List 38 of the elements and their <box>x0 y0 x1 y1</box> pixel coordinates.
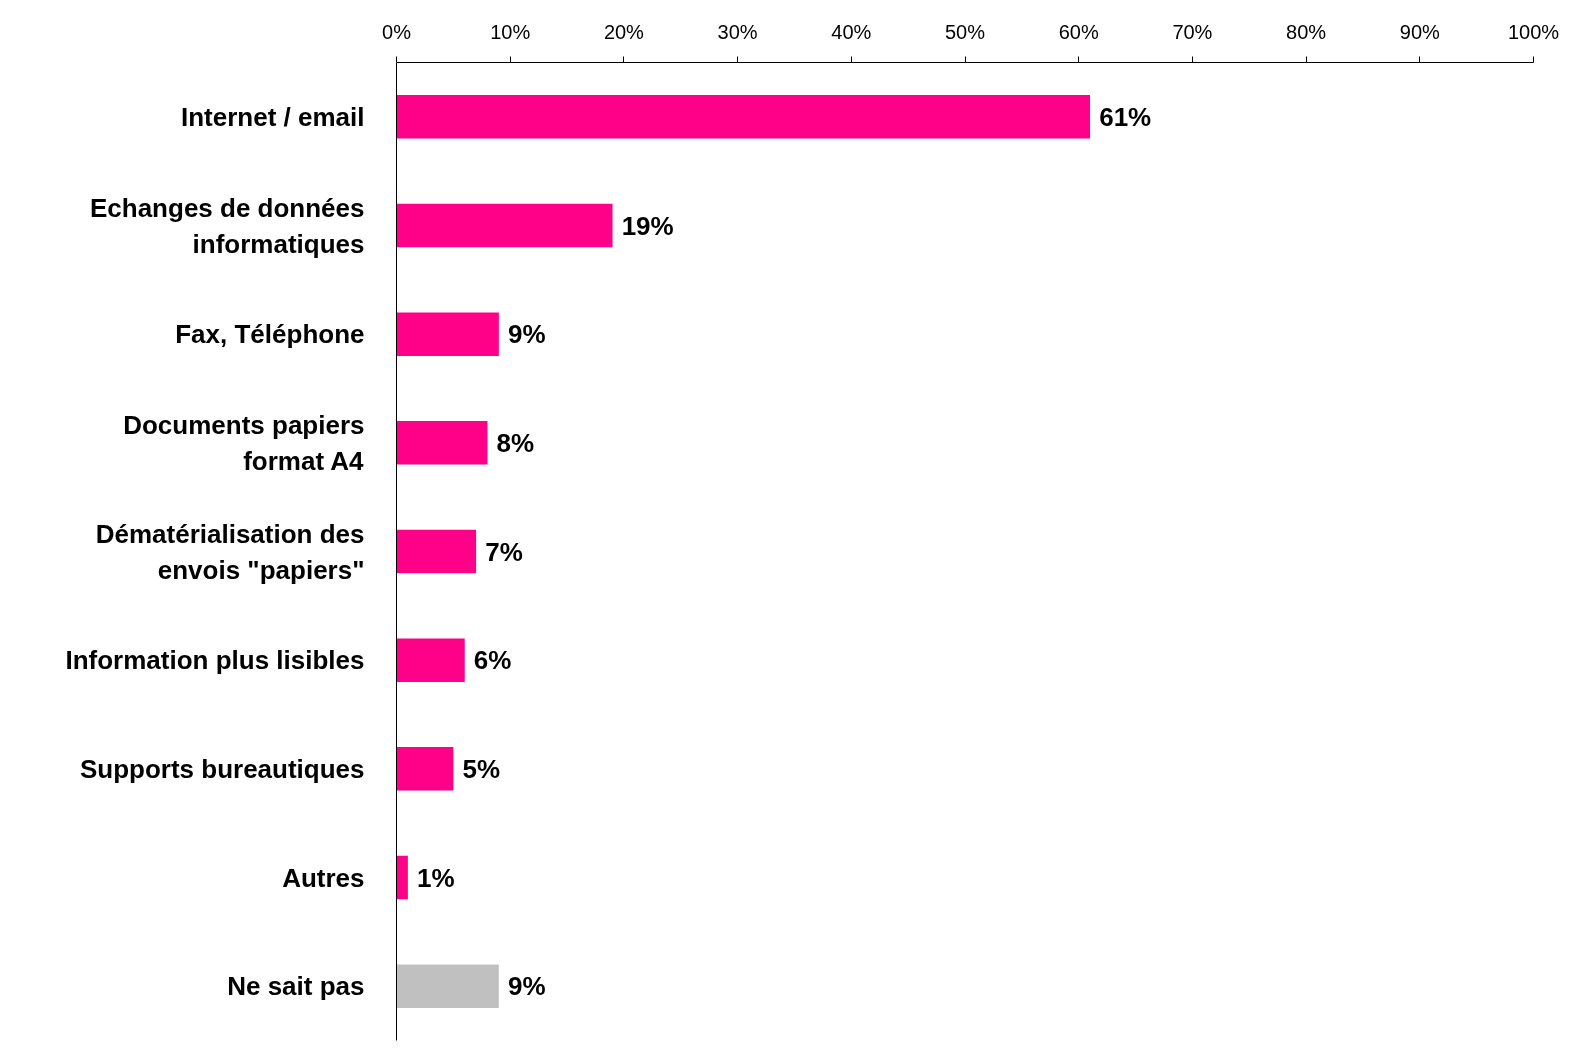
x-tick-label: 70% <box>1172 20 1213 43</box>
data-label: 9% <box>507 971 546 1002</box>
data-label: 7% <box>485 536 523 567</box>
y-tick-label: Fax, Téléphone <box>175 319 365 350</box>
y-tick-label: Information plus lisibles <box>65 645 365 676</box>
bar <box>396 312 499 356</box>
y-tick-label: Autres <box>282 862 365 893</box>
bar <box>396 421 488 465</box>
data-label: 19% <box>621 210 674 241</box>
x-tick-label: 0% <box>382 20 412 43</box>
bar <box>396 855 408 900</box>
y-tick-label: Internet / email <box>181 101 365 132</box>
bar <box>396 203 613 248</box>
x-tick-label: 100% <box>1507 20 1560 43</box>
y-tick-label: Dématérialisation des envois "papiers" <box>95 518 365 585</box>
x-tick-label: 10% <box>490 20 531 43</box>
x-tick-label: 90% <box>1399 20 1441 43</box>
x-tick-label: 50% <box>944 20 986 43</box>
bar <box>396 747 454 791</box>
x-tick-label: 40% <box>831 20 872 43</box>
y-tick-label: Supports bureautiques <box>79 753 365 784</box>
x-tick-label: 60% <box>1058 20 1099 43</box>
x-tick-label: 30% <box>717 20 758 43</box>
x-tick-label: 20% <box>603 20 645 43</box>
bar <box>396 964 499 1008</box>
bar <box>396 95 1091 139</box>
data-label: 61% <box>1099 101 1152 132</box>
bar <box>396 529 477 574</box>
x-tick-label: 80% <box>1286 20 1327 43</box>
data-label: 9% <box>507 319 546 350</box>
y-tick-label: Echanges de données informatiques <box>89 192 365 259</box>
data-label: 6% <box>473 645 512 676</box>
y-tick-label: Ne sait pas <box>227 971 365 1002</box>
data-label: 1% <box>416 862 455 893</box>
data-label: 5% <box>462 753 501 784</box>
bar <box>396 638 465 682</box>
data-label: 8% <box>496 427 535 458</box>
y-tick-label: Documents papiers format A4 <box>123 409 365 476</box>
